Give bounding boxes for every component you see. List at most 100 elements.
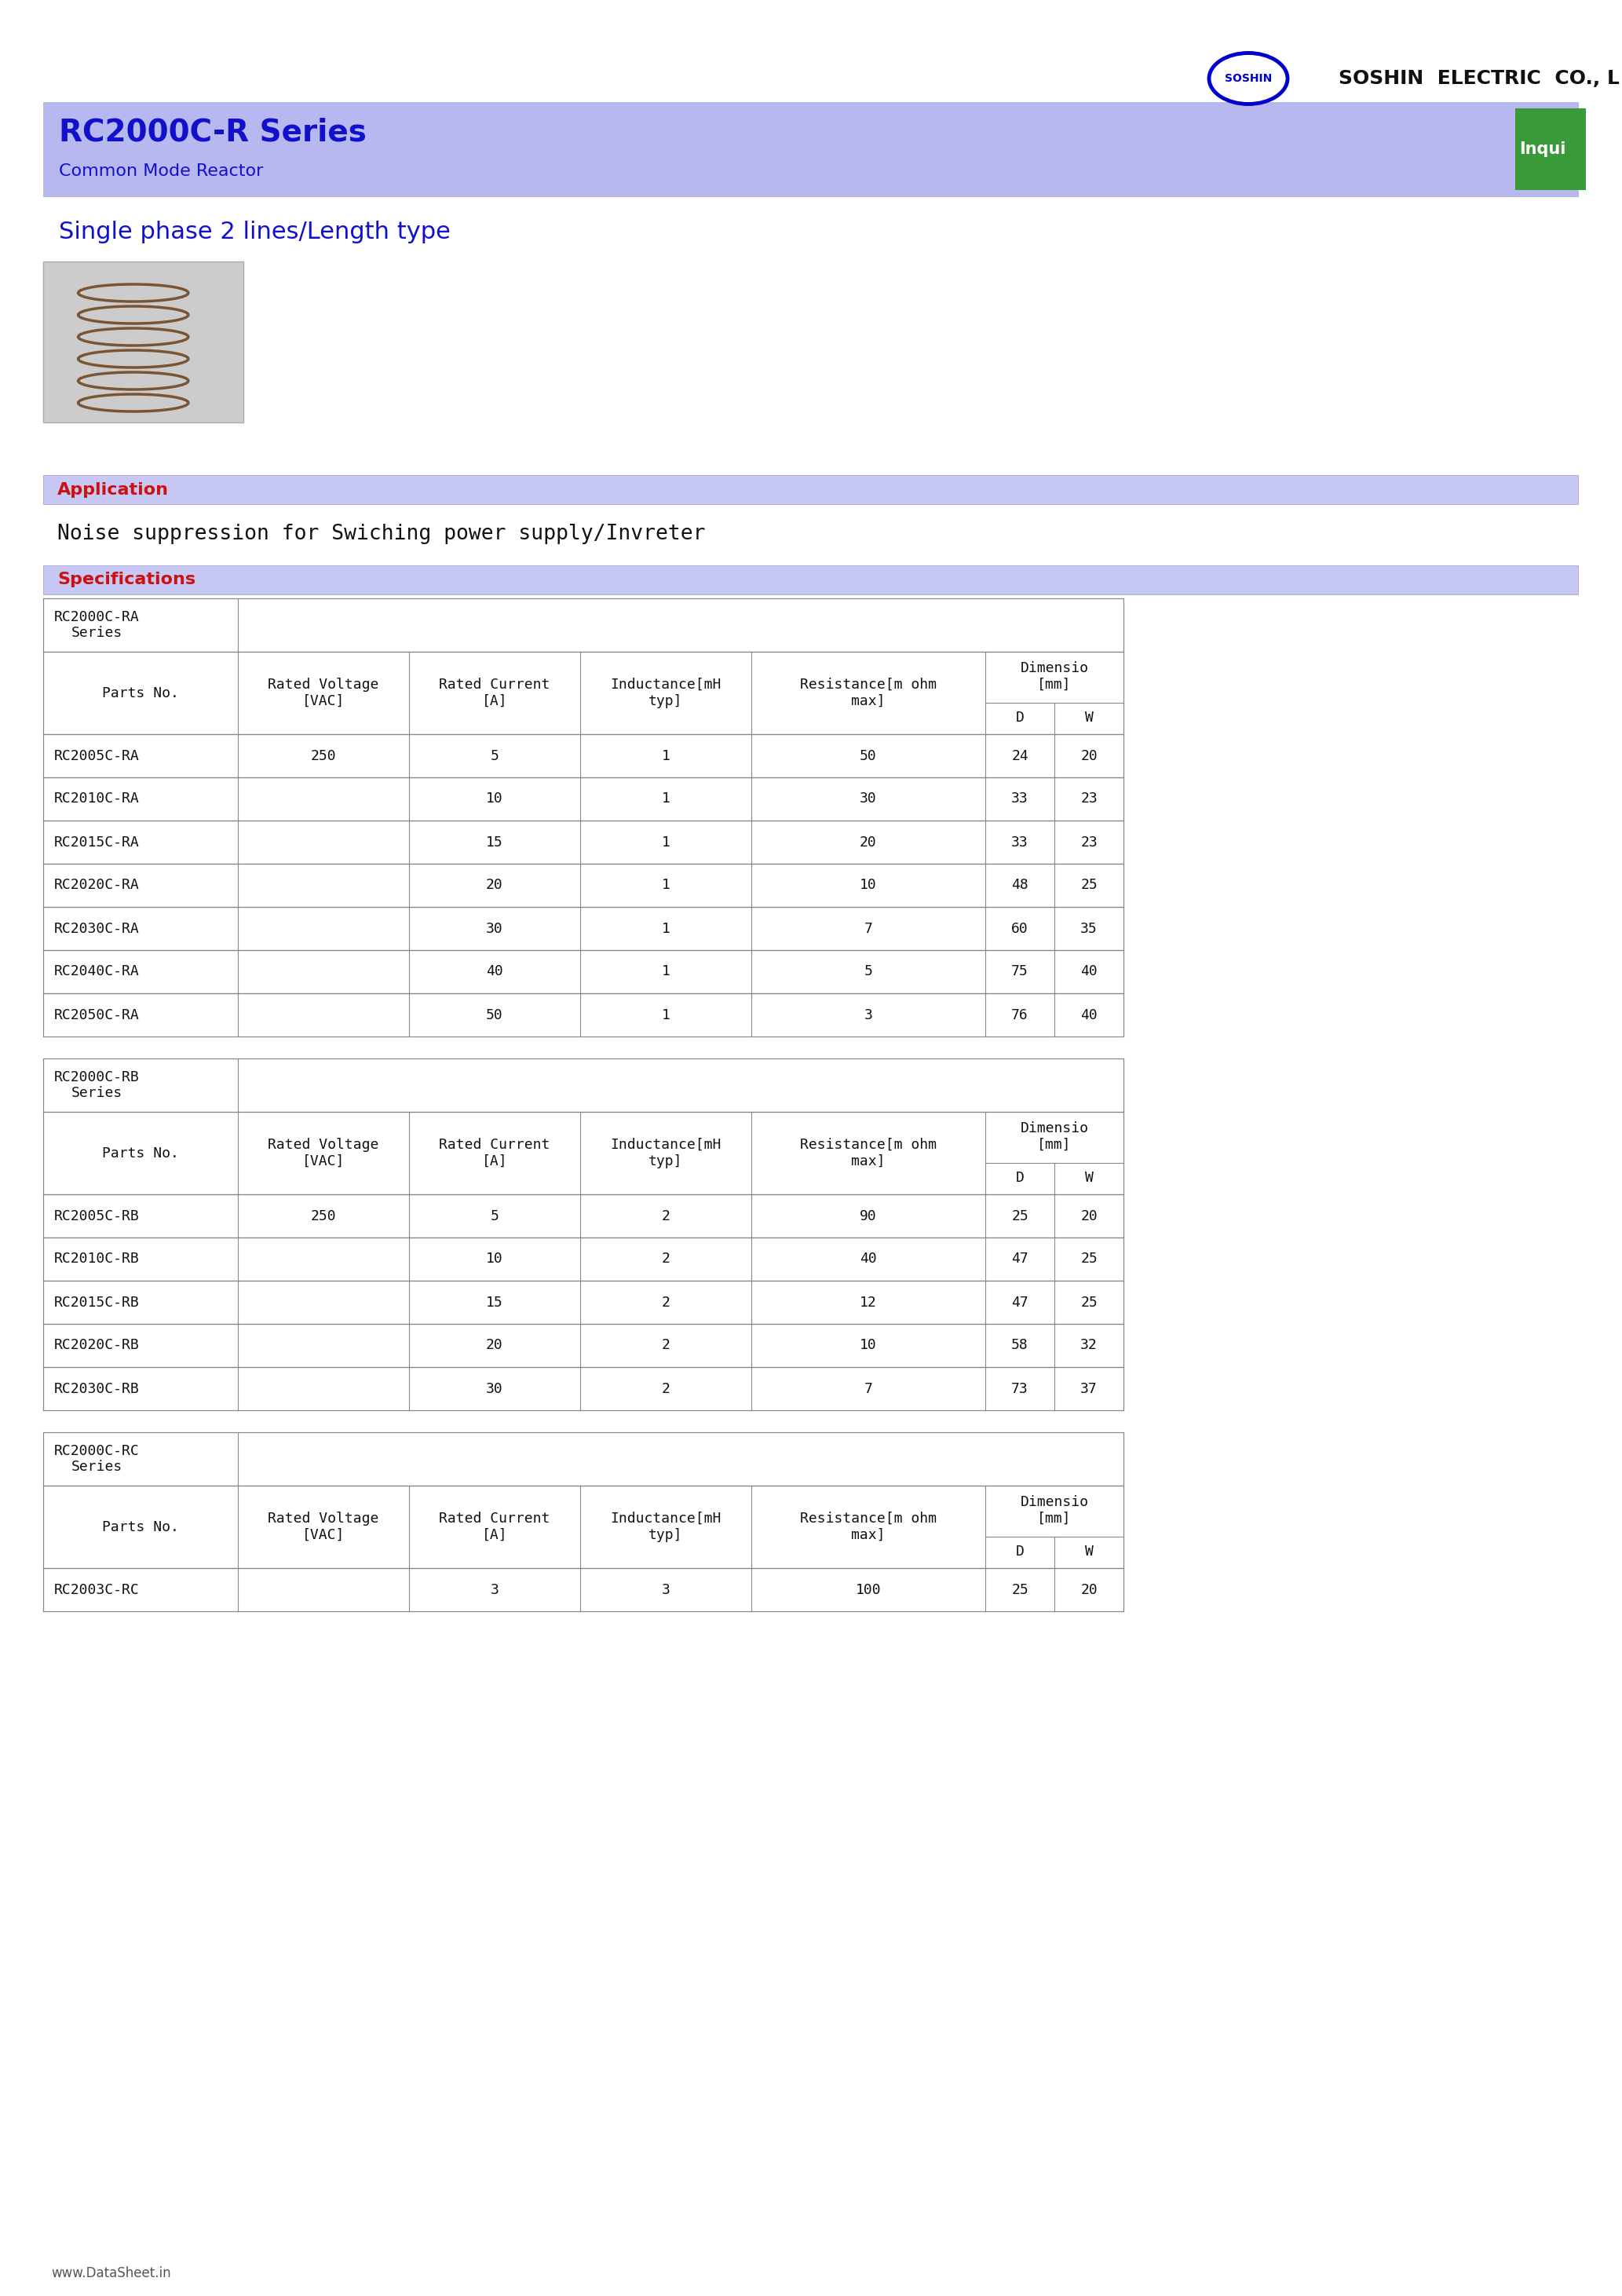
Text: Resistance[m ohm
max]: Resistance[m ohm max] [800,677,936,707]
Bar [44,1238,1124,1281]
Text: 3: 3 [662,1582,670,1596]
Bar [44,735,1124,778]
Bar [44,1486,1124,1568]
Text: RC2015C-RB: RC2015C-RB [54,1295,139,1309]
Text: 20: 20 [1080,748,1098,762]
Text: Inductance[mH
typ]: Inductance[mH typ] [610,1139,722,1169]
Text: 1: 1 [662,792,670,806]
Text: RC2030C-RA: RC2030C-RA [54,921,139,934]
Text: D: D [1015,1545,1023,1559]
Text: Parts No.: Parts No. [102,1520,178,1534]
Text: D: D [1015,1171,1023,1185]
Text: W: W [1085,1545,1093,1559]
Bar [44,1433,1124,1486]
Text: 7: 7 [865,921,873,934]
Text: 50: 50 [487,1008,503,1022]
Text: 2: 2 [662,1295,670,1309]
Text: 60: 60 [1011,921,1028,934]
Bar [44,907,1124,951]
Text: 32: 32 [1080,1339,1098,1352]
Bar [44,1325,1124,1366]
Text: RC2000C-RC
Series: RC2000C-RC Series [54,1444,139,1474]
Text: 33: 33 [1011,836,1028,850]
Text: 3: 3 [490,1582,500,1596]
Text: Dimensio
[mm]: Dimensio [mm] [1020,1495,1088,1525]
Bar [44,863,1124,907]
Text: RC2005C-RA: RC2005C-RA [54,748,139,762]
Ellipse shape [1208,53,1288,103]
Text: Inqui: Inqui [1520,142,1565,156]
Bar [44,1281,1124,1325]
Text: RC2040C-RA: RC2040C-RA [54,964,139,978]
Text: W: W [1085,712,1093,726]
Bar [44,101,1578,195]
Text: 25: 25 [1080,1295,1098,1309]
Text: 2: 2 [662,1210,670,1224]
Text: Rated Voltage
[VAC]: Rated Voltage [VAC] [268,1139,380,1169]
Text: 5: 5 [490,1210,500,1224]
Text: D: D [1015,712,1023,726]
Text: SOSHIN: SOSHIN [1225,73,1272,85]
Text: 23: 23 [1080,836,1098,850]
Text: Resistance[m ohm
max]: Resistance[m ohm max] [800,1139,936,1169]
Text: RC2050C-RA: RC2050C-RA [54,1008,139,1022]
Text: 30: 30 [487,1382,503,1396]
Text: RC2005C-RB: RC2005C-RB [54,1210,139,1224]
Text: Resistance[m ohm
max]: Resistance[m ohm max] [800,1511,936,1543]
Bar [44,652,1124,735]
Text: 5: 5 [865,964,873,978]
Text: RC2020C-RA: RC2020C-RA [54,879,139,893]
Text: 24: 24 [1011,748,1028,762]
Text: 37: 37 [1080,1382,1098,1396]
Text: Rated Current
[A]: Rated Current [A] [440,677,550,707]
Text: 1: 1 [662,964,670,978]
Bar [44,1194,1124,1238]
Bar [44,1111,1124,1194]
Bar [44,1568,1124,1612]
Text: 2: 2 [662,1339,670,1352]
Text: 30: 30 [860,792,878,806]
Text: 25: 25 [1011,1582,1028,1596]
Text: 48: 48 [1011,879,1028,893]
Text: Single phase 2 lines/Length type: Single phase 2 lines/Length type [58,220,451,243]
Text: 1: 1 [662,1008,670,1022]
Bar [1515,108,1586,191]
Bar [44,820,1124,863]
Bar [44,951,1124,994]
Text: 73: 73 [1011,1382,1028,1396]
Text: 20: 20 [1080,1582,1098,1596]
Text: Rated Current
[A]: Rated Current [A] [440,1139,550,1169]
Text: Rated Voltage
[VAC]: Rated Voltage [VAC] [268,677,380,707]
Text: 20: 20 [487,1339,503,1352]
Text: 10: 10 [860,879,878,893]
Text: 47: 47 [1011,1251,1028,1265]
Text: 10: 10 [860,1339,878,1352]
Text: 1: 1 [662,879,670,893]
Text: RC2000C-RA
Series: RC2000C-RA Series [54,611,139,641]
Text: Parts No.: Parts No. [102,687,178,700]
Text: 10: 10 [487,792,503,806]
Text: Specifications: Specifications [57,572,196,588]
Text: 15: 15 [487,836,503,850]
Bar [44,599,1124,652]
Text: Application: Application [57,482,169,498]
Text: 2: 2 [662,1382,670,1396]
Text: 50: 50 [860,748,878,762]
Text: 3: 3 [865,1008,873,1022]
Text: 1: 1 [662,748,670,762]
Text: Rated Current
[A]: Rated Current [A] [440,1511,550,1543]
Text: 100: 100 [855,1582,881,1596]
Text: Inductance[mH
typ]: Inductance[mH typ] [610,677,722,707]
Text: 20: 20 [1080,1210,1098,1224]
Text: 250: 250 [311,1210,336,1224]
Text: 15: 15 [487,1295,503,1309]
Text: W: W [1085,1171,1093,1185]
Bar [44,1058,1124,1111]
Text: 58: 58 [1011,1339,1028,1352]
Text: 40: 40 [860,1251,878,1265]
Text: RC2000C-RB
Series: RC2000C-RB Series [54,1070,139,1100]
Text: RC2003C-RC: RC2003C-RC [54,1582,139,1596]
Text: Inductance[mH
typ]: Inductance[mH typ] [610,1511,722,1543]
Text: 75: 75 [1011,964,1028,978]
Text: 30: 30 [487,921,503,934]
